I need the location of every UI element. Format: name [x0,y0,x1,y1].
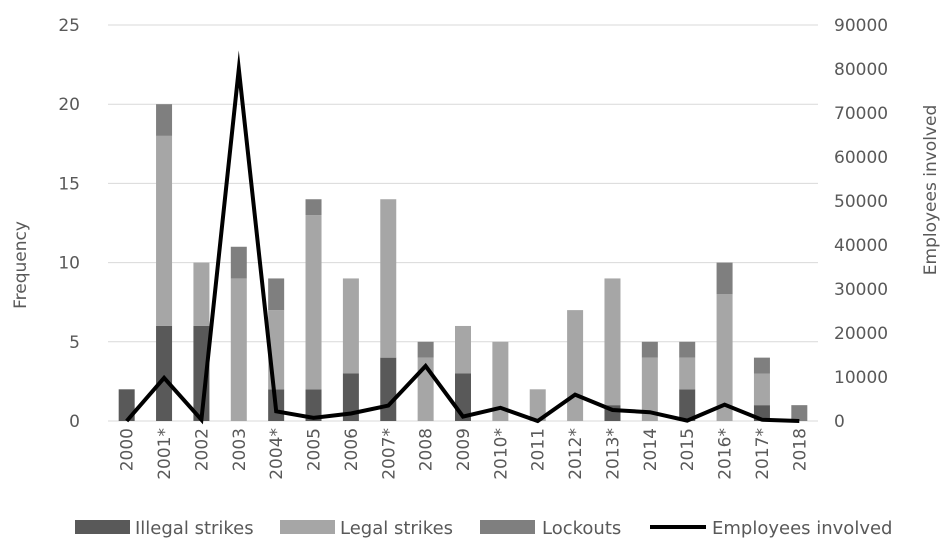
bar-legal-strikes-2009 [455,325,471,374]
bar-legal-strikes-2010 [492,341,509,421]
bar-lockouts-2014 [641,341,658,358]
x-tick-label: 2015 [678,428,698,471]
y2-tick-label: 10000 [834,368,888,388]
legend-label-illegal-strikes: Illegal strikes [135,518,254,539]
bar-illegal-strikes-2005 [305,389,322,421]
bar-illegal-strikes-2000 [118,389,135,421]
y-tick-label: 15 [58,174,80,194]
bar-lockouts-2001 [156,104,173,136]
x-tick-label: 2010* [491,428,511,480]
employees-line [125,50,800,425]
y-tick-label: 0 [69,412,80,432]
x-tick-label: 2017* [753,428,773,480]
x-tick-label: 2006 [342,428,362,471]
bar-legal-strikes-2011 [529,389,546,421]
y-tick-label: 10 [58,254,80,274]
bar-legal-strikes-2015 [679,357,696,390]
x-tick-label: 2018 [790,428,810,471]
x-tick-label: 2001* [155,428,175,480]
x-tick-label: 2007* [379,428,399,480]
x-tick-label: 2008 [417,428,437,471]
bar-lockouts-2003 [230,246,247,279]
bar-legal-strikes-2007 [380,199,397,358]
legend-swatch-legal-strikes [280,520,335,534]
bar-illegal-strikes-2006 [342,373,359,421]
y2-axis-title: Employees involved [921,105,941,275]
y2-tick-label: 50000 [834,192,888,212]
y2-tick-label: 70000 [834,104,888,124]
legend-swatch-lockouts [480,520,535,534]
bar-illegal-strikes-2015 [679,389,696,421]
bar-legal-strikes-2005 [305,215,322,390]
y-tick-label: 5 [69,333,80,353]
x-tick-label: 2014 [641,428,661,471]
x-tick-label: 2016* [716,428,736,480]
y2-tick-label: 60000 [834,148,888,168]
legend-swatch-illegal-strikes [75,520,130,534]
bar-lockouts-2004 [268,278,285,311]
y2-tick-label: 20000 [834,324,888,344]
x-tick-label: 2011 [529,428,549,471]
bar-lockouts-2016 [716,262,733,295]
bar-illegal-strikes-2007 [380,357,397,421]
y2-tick-label: 0 [834,412,845,432]
line-employees-involved [125,50,800,425]
x-tick-label: 2009 [454,428,474,471]
x-axis-ticks: 2000 2001* 2002 2003 2004* 2005 2006 2007* 2008 2… [118,428,811,480]
right-axis-ticks: 0 10000 20000 30000 40000 50000 60000 70000 8000… [834,16,888,432]
x-tick-label: 2000 [118,428,138,471]
legend: Illegal strikes Legal strikes Lockouts Empl… [75,518,892,539]
bar-legal-strikes-2012 [567,310,584,421]
y2-tick-label: 90000 [834,16,888,36]
bar-legal-strikes-2006 [342,278,359,374]
y2-tick-label: 30000 [834,280,888,300]
y2-tick-label: 40000 [834,236,888,256]
y2-tick-label: 80000 [834,60,888,80]
y-axis-title: Frequency [11,221,31,309]
y-tick-label: 25 [58,16,80,36]
x-tick-label: 2012* [566,428,586,480]
bar-legal-strikes-2017 [753,373,770,406]
bar-illegal-strikes-2001 [156,325,173,421]
bar-lockouts-2017 [753,357,770,374]
bar-lockouts-2015 [679,341,696,358]
legend-label-employees-involved: Employees involved [712,518,892,539]
bar-legal-strikes-2002 [193,262,210,326]
bar-lockouts-2008 [417,341,434,358]
bar-lockouts-2005 [305,199,322,216]
x-tick-label: 2013* [603,428,623,480]
x-tick-label: 2004* [267,428,287,480]
bar-legal-strikes-2001 [156,135,173,326]
legend-label-lockouts: Lockouts [542,518,621,539]
x-tick-label: 2002 [192,428,212,471]
bars [118,104,808,421]
bar-legal-strikes-2016 [716,294,733,421]
x-tick-label: 2005 [305,428,325,471]
legend-label-legal-strikes: Legal strikes [340,518,453,539]
bar-lockouts-2018 [791,405,808,421]
left-axis-ticks: 0 5 10 15 20 25 [58,16,80,432]
bar-legal-strikes-2014 [641,357,658,421]
x-tick-label: 2003 [230,428,250,471]
y-tick-label: 20 [58,95,80,115]
bar-legal-strikes-2013 [604,278,621,406]
bar-legal-strikes-2003 [230,278,247,421]
